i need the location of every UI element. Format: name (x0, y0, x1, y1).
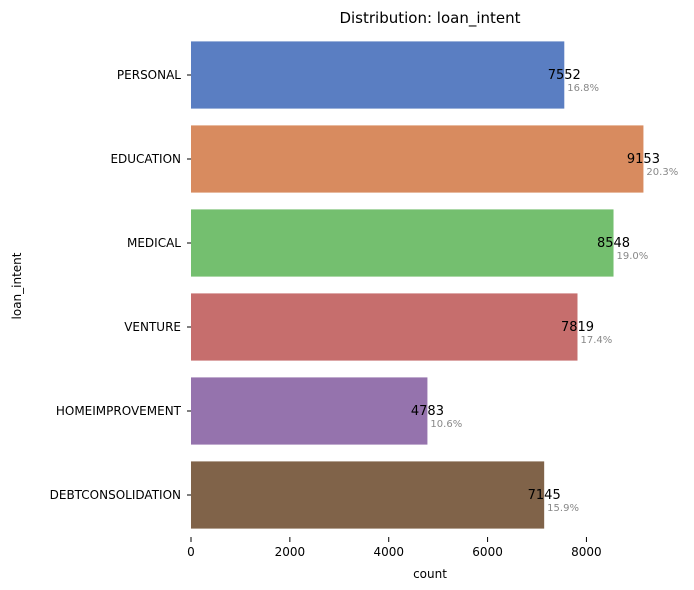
percent-label-homeimprovement: 10.6% (430, 419, 462, 430)
category-labels: PERSONAL EDUCATION MEDICAL VENTURE HOMEIMPRO… (50, 68, 191, 502)
value-label-education: 9153 (627, 152, 660, 167)
bar-education (191, 125, 644, 193)
bar-medical (191, 209, 614, 277)
percent-label-education: 20.3% (646, 167, 678, 178)
bar-debtconsolidation (191, 461, 545, 529)
x-axis: 0 2000 4000 6000 8000 (187, 537, 602, 559)
percent-label-venture: 17.4% (580, 335, 612, 346)
bar-venture (191, 293, 578, 361)
x-axis-label: count (413, 567, 447, 581)
value-label-debtconsolidation: 7145 (528, 488, 561, 503)
category-label-education: EDUCATION (110, 152, 181, 166)
category-label-homeimprovement: HOMEIMPROVEMENT (56, 404, 182, 418)
category-label-venture: VENTURE (124, 320, 181, 334)
category-label-personal: PERSONAL (117, 68, 181, 82)
x-tick-label-2000: 2000 (275, 545, 306, 559)
x-tick-label-8000: 8000 (571, 545, 602, 559)
category-label-medical: MEDICAL (127, 236, 181, 250)
x-tick-label-4000: 4000 (373, 545, 404, 559)
x-tick-label-0: 0 (187, 545, 195, 559)
bar-personal (191, 41, 565, 109)
y-axis-label: loan_intent (10, 252, 24, 319)
value-label-personal: 7552 (548, 68, 581, 83)
category-label-debtconsolidation: DEBTCONSOLIDATION (50, 488, 181, 502)
percent-label-medical: 19.0% (617, 251, 649, 262)
value-label-venture: 7819 (561, 320, 594, 335)
percent-label-debtconsolidation: 15.9% (547, 503, 579, 514)
value-label-homeimprovement: 4783 (411, 404, 444, 419)
x-tick-label-6000: 6000 (472, 545, 503, 559)
value-label-medical: 8548 (597, 236, 630, 251)
bars-group (191, 41, 644, 529)
percent-label-personal: 16.8% (567, 83, 599, 94)
bar-homeimprovement (191, 377, 428, 445)
chart-title: Distribution: loan_intent (339, 9, 520, 28)
